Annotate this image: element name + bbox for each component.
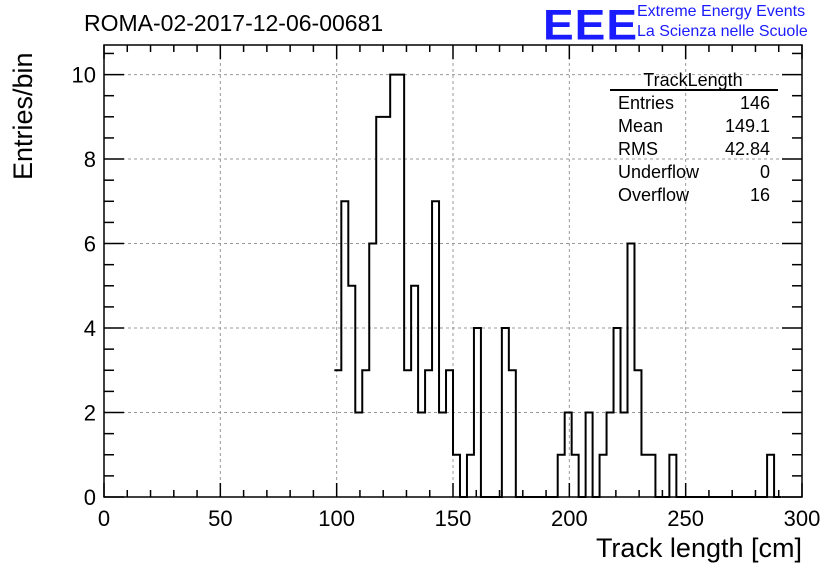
stat-label-underflow: Underflow [618, 162, 700, 182]
x-tick-label: 250 [667, 506, 704, 531]
histogram-bar [390, 75, 397, 497]
histogram-bar [439, 413, 446, 497]
histogram-bar [355, 413, 362, 497]
histogram-bar [411, 286, 418, 497]
histogram-bar [628, 244, 635, 497]
histogram-bar [634, 370, 641, 497]
x-tick-label: 50 [208, 506, 232, 531]
histogram-bar [425, 370, 432, 497]
y-tick-label: 10 [72, 63, 96, 88]
run-title: ROMA-02-2017-12-06-00681 [84, 10, 384, 36]
histogram-bar [509, 370, 516, 497]
histogram-bar [600, 455, 607, 497]
stat-value-rms: 42.84 [724, 139, 770, 159]
histogram-bar [404, 370, 411, 497]
histogram-bar [362, 370, 369, 497]
histogram-bar [467, 455, 474, 497]
histogram-bar [607, 413, 614, 497]
histogram-bar [334, 370, 341, 497]
histogram-bar [383, 117, 390, 497]
histogram-bar [453, 455, 460, 497]
histogram-outline [334, 73, 782, 498]
stat-label-overflow: Overflow [618, 185, 690, 205]
histogram-bar [586, 413, 593, 497]
stats-title: TrackLength [643, 70, 742, 90]
histogram-bar [376, 117, 383, 497]
stat-value-underflow: 0 [759, 162, 770, 182]
histogram-bar [446, 370, 453, 497]
x-tick-label: 0 [98, 506, 110, 531]
histogram-bar [432, 201, 439, 497]
histogram-bar [648, 455, 655, 497]
logo-line-2: La Scienza nelle Scuole [637, 23, 808, 40]
x-tick-label: 300 [784, 506, 821, 531]
histogram-bar [565, 413, 572, 497]
histogram-bars [334, 75, 774, 497]
stat-value-mean: 149.1 [724, 116, 770, 136]
stat-value-overflow: 16 [749, 185, 770, 205]
eee-logo: EEE [543, 0, 639, 49]
y-tick-label: 4 [84, 316, 96, 341]
histogram-bar [397, 75, 404, 497]
y-tick-label: 8 [84, 147, 96, 172]
histogram-bar [558, 455, 565, 497]
x-tick-label: 200 [551, 506, 588, 531]
histogram-bar [641, 455, 648, 497]
histogram-bar [348, 286, 355, 497]
x-axis-label: Track length [cm] [595, 533, 802, 563]
stats-box: TrackLength [610, 70, 778, 91]
histogram-bar [621, 413, 628, 497]
stat-label-mean: Mean [618, 116, 664, 136]
y-axis-ticks: 0 2 4 6 8 10 [72, 52, 802, 510]
histogram-bar [341, 201, 348, 497]
histogram-bar [572, 455, 579, 497]
y-tick-label: 6 [84, 232, 96, 257]
x-tick-label: 100 [318, 506, 355, 531]
stat-value-entries: 146 [739, 93, 770, 113]
x-tick-label: 150 [435, 506, 472, 531]
y-axis-label: Entries/bin [8, 52, 38, 180]
histogram-bar [767, 455, 774, 497]
logo-line-1: Extreme Energy Events [637, 3, 806, 20]
histogram-bar [369, 244, 376, 497]
x-axis-ticks: 0 50 100 150 200 250 300 [98, 45, 820, 531]
stat-label-entries: Entries [618, 93, 675, 113]
histogram-bar [418, 413, 425, 497]
stat-label-rms: RMS [618, 139, 658, 159]
y-tick-label: 0 [84, 485, 96, 510]
histogram-bar [669, 455, 676, 497]
y-tick-label: 2 [84, 401, 96, 426]
